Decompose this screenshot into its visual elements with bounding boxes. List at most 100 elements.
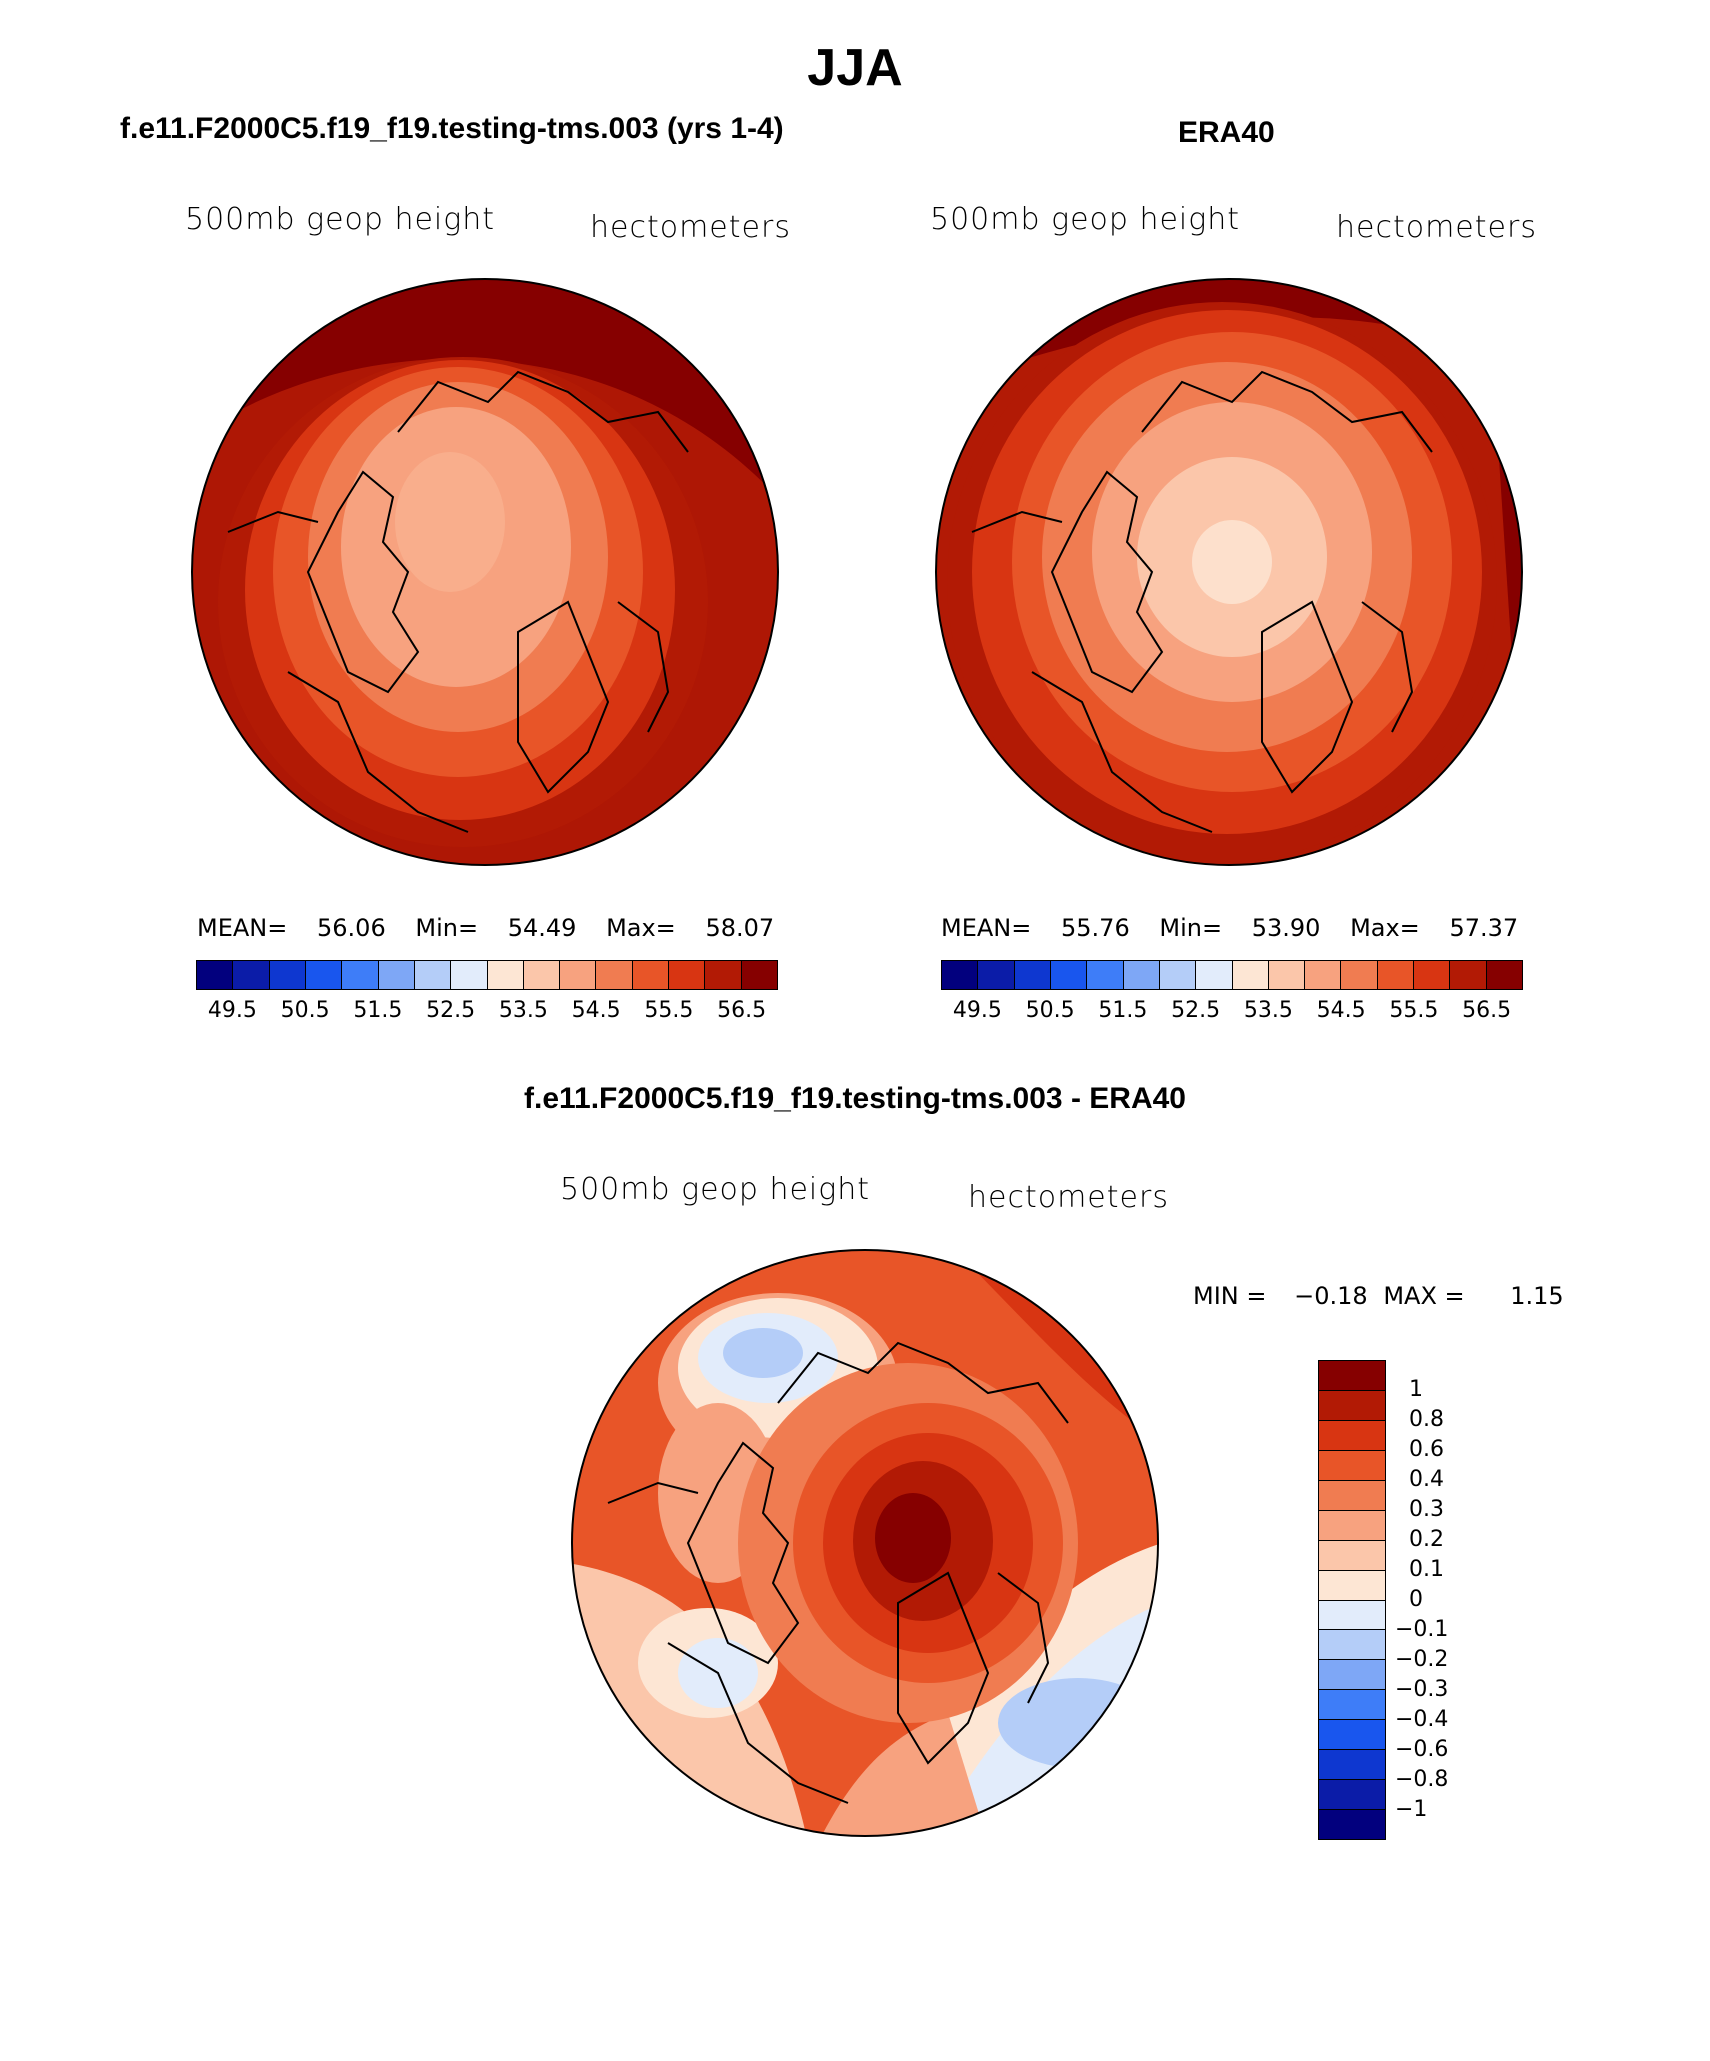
colorbar-swatch [486, 961, 523, 989]
colorbar-tick-label: 55.5 [644, 998, 694, 1023]
panel-1-mean-label: MEAN= [197, 914, 288, 942]
colorbar-swatch [1122, 961, 1159, 989]
panel-1-colorbar-labels: 49.5 50.5 51.5 52.5 53.5 54.5 55.5 56.5 [196, 998, 778, 1028]
colorbar-swatch [304, 961, 342, 989]
colorbar-tick-label: 49.5 [207, 998, 257, 1023]
colorbar-swatch [559, 961, 596, 989]
diff-colorbar-tick-label: 0.3 [1409, 1497, 1444, 1522]
diff-colorbar-swatch [1319, 1361, 1385, 1390]
panel-1-polar-map [191, 278, 779, 866]
colorbar-swatch [1267, 961, 1305, 989]
colorbar-tick-label: 54.5 [1316, 998, 1366, 1023]
diff-colorbar-swatch [1319, 1749, 1385, 1780]
panel-1-max-label: Max= [606, 914, 676, 942]
colorbar-tick-label: 50.5 [280, 998, 330, 1023]
diff-colorbar-swatch [1319, 1629, 1385, 1660]
diff-colorbar-tick-label: −0.4 [1395, 1707, 1449, 1732]
diff-colorbar-tick-label: 0.4 [1409, 1467, 1444, 1492]
panel-2-colorbar [941, 960, 1523, 990]
colorbar-swatch [413, 961, 451, 989]
panel-1-min-label: Min= [415, 914, 479, 942]
colorbar-swatch [1086, 961, 1123, 989]
diff-polar-map [571, 1249, 1159, 1837]
colorbar-swatch [1413, 961, 1450, 989]
diff-colorbar-tick-label: −0.1 [1395, 1617, 1449, 1642]
panel-2-min-label: Min= [1159, 914, 1223, 942]
panel-2-polar-map [935, 278, 1523, 866]
diff-colorbar-swatch [1319, 1509, 1385, 1540]
colorbar-swatch [232, 961, 269, 989]
panel-2-units-label: hectometers [1336, 210, 1537, 245]
colorbar-swatch [1231, 961, 1268, 989]
diff-colorbar-tick-label: −0.3 [1395, 1677, 1449, 1702]
panel-1-colorbar [196, 960, 778, 990]
diff-colorbar-labels: 1 0.8 0.6 0.4 0.3 0.2 0.1 0 −0.1 −0.2 −0.3 −0.4 −0.6… [1395, 1360, 1515, 1840]
diff-colorbar-tick-label: 0.2 [1409, 1527, 1444, 1552]
colorbar-swatch [595, 961, 632, 989]
diff-colorbar-swatch [1319, 1809, 1385, 1839]
colorbar-tick-label: 56.5 [717, 998, 767, 1023]
colorbar-swatch [1449, 961, 1486, 989]
colorbar-swatch [197, 961, 233, 989]
diff-colorbar-tick-label: 0.1 [1409, 1557, 1444, 1582]
panel-1-title: f.e11.F2000C5.f19_f19.testing-tms.003 (y… [120, 112, 784, 145]
diff-title: f.e11.F2000C5.f19_f19.testing-tms.003 - … [524, 1082, 1186, 1115]
diff-colorbar-swatch [1319, 1779, 1385, 1810]
panel-2-mean-value: 55.76 [1061, 914, 1130, 942]
diff-colorbar-tick-label: −0.6 [1395, 1737, 1449, 1762]
colorbar-swatch [1195, 961, 1232, 989]
panel-2-colorbar-labels: 49.5 50.5 51.5 52.5 53.5 54.5 55.5 56.5 [941, 998, 1523, 1028]
diff-colorbar-swatch [1319, 1659, 1385, 1690]
colorbar-swatch [1304, 961, 1341, 989]
colorbar-tick-label: 50.5 [1025, 998, 1075, 1023]
diff-variable-label: 500mb geop height [560, 1172, 871, 1207]
colorbar-swatch [1158, 961, 1196, 989]
colorbar-tick-label: 51.5 [1098, 998, 1148, 1023]
colorbar-tick-label: 56.5 [1462, 998, 1512, 1023]
colorbar-tick-label: 51.5 [353, 998, 403, 1023]
panel-1-units-label: hectometers [590, 210, 791, 245]
colorbar-swatch [522, 961, 560, 989]
colorbar-swatch [377, 961, 414, 989]
diff-max-value: 1.15 [1510, 1282, 1564, 1310]
diff-colorbar-tick-label: −0.2 [1395, 1647, 1449, 1672]
colorbar-swatch [1049, 961, 1087, 989]
diff-colorbar-swatch [1319, 1599, 1385, 1630]
diff-colorbar-tick-label: 1 [1409, 1377, 1423, 1402]
diff-colorbar-tick-label: −1 [1395, 1797, 1428, 1822]
colorbar-swatch [942, 961, 978, 989]
colorbar-swatch [1013, 961, 1050, 989]
diff-units-label: hectometers [968, 1180, 1169, 1215]
diff-colorbar-swatch [1319, 1569, 1385, 1600]
diff-colorbar-swatch [1319, 1479, 1385, 1510]
panel-1-max-value: 58.07 [705, 914, 775, 942]
diff-colorbar-swatch [1319, 1389, 1385, 1420]
colorbar-swatch [268, 961, 305, 989]
panel-2-mean-label: MEAN= [941, 914, 1032, 942]
diff-colorbar-swatch [1319, 1719, 1385, 1750]
panel-1-mean-value: 56.06 [317, 914, 386, 942]
colorbar-swatch [668, 961, 705, 989]
colorbar-tick-label: 52.5 [1171, 998, 1221, 1023]
colorbar-swatch [977, 961, 1014, 989]
panel-2-min-value: 53.90 [1251, 914, 1321, 942]
diff-min-value: −0.18 [1294, 1282, 1368, 1310]
diff-colorbar-tick-label: −0.8 [1395, 1767, 1449, 1792]
panel-2-max-label: Max= [1350, 914, 1420, 942]
diff-min-label: MIN = [1193, 1282, 1267, 1310]
panel-2-variable-label: 500mb geop height [930, 202, 1241, 237]
colorbar-tick-label: 53.5 [498, 998, 548, 1023]
panel-2-max-value: 57.37 [1449, 914, 1519, 942]
colorbar-swatch [1376, 961, 1414, 989]
colorbar-swatch [1485, 961, 1522, 989]
diff-colorbar-swatch [1319, 1449, 1385, 1480]
diff-max-label: MAX = [1383, 1282, 1465, 1310]
season-title: JJA [807, 39, 903, 97]
diff-colorbar-swatch [1319, 1419, 1385, 1450]
diff-colorbar-tick-label: 0.8 [1409, 1407, 1444, 1432]
colorbar-swatch [740, 961, 777, 989]
colorbar-tick-label: 53.5 [1243, 998, 1293, 1023]
diff-colorbar-swatch [1319, 1539, 1385, 1570]
colorbar-swatch [341, 961, 378, 989]
colorbar-tick-label: 52.5 [426, 998, 476, 1023]
